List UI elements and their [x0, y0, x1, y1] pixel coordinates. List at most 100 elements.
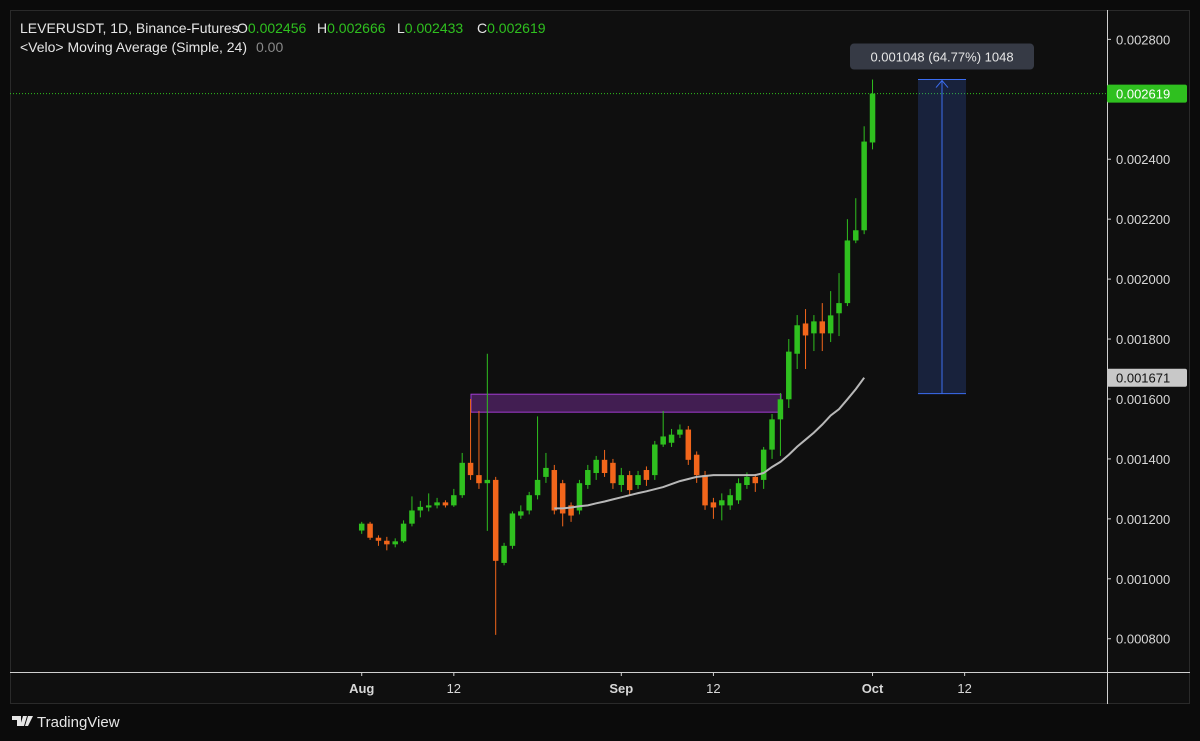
logo: TradingView [12, 714, 120, 731]
candle-body [509, 513, 516, 546]
candle-body [459, 462, 465, 496]
ma-badge [1107, 368, 1187, 387]
candle-body [375, 537, 382, 541]
candle-body [559, 483, 566, 514]
y-tick-label: 0.001000 [1116, 572, 1170, 587]
candle-body [735, 483, 742, 501]
moving-average [554, 377, 866, 510]
ohlc-letter: L [397, 20, 405, 36]
y-tick-label: 0.002800 [1116, 32, 1170, 47]
x-tick-label: Sep [609, 681, 633, 696]
y-tick-label: 0.002400 [1116, 152, 1170, 167]
candle-body [610, 462, 616, 484]
candle-body [685, 429, 692, 460]
candle-body [526, 495, 532, 511]
candle-body [358, 523, 365, 531]
candle-body [794, 325, 800, 354]
candle-body [844, 240, 851, 304]
ohlc-value: 0.002433 [405, 20, 464, 36]
plot: 0.001048 (64.77%) 1048 [10, 43, 1107, 635]
candle-body [744, 476, 750, 485]
ohlc-value: 0.002666 [327, 20, 386, 36]
x-tick-label: 12 [957, 681, 971, 696]
y-tick-label: 0.001200 [1116, 512, 1170, 527]
ohlc-letter: H [317, 20, 327, 36]
candle-body [652, 444, 658, 476]
x-tick-label: 12 [706, 681, 720, 696]
chart-title: LEVERUSDT, 1D, Binance-Futures [20, 20, 239, 36]
price-badge-label: 0.002619 [1116, 87, 1170, 102]
x-tick-label: Aug [349, 681, 374, 696]
candle-body [492, 479, 499, 561]
candle-body [668, 434, 675, 443]
candle-body [593, 459, 599, 474]
candle-body [802, 323, 809, 336]
ohlc-value: 0.002456 [248, 20, 307, 36]
candle-body [836, 303, 842, 314]
measure-label: 0.001048 (64.77%) 1048 [870, 50, 1013, 65]
candle-body [367, 523, 373, 538]
y-tick-label: 0.001800 [1116, 332, 1170, 347]
candle-body [869, 93, 876, 143]
indicator-value: 0.00 [256, 39, 283, 55]
ohlc-letter: C [477, 20, 487, 36]
candle-body [543, 467, 549, 477]
candle-body [760, 449, 767, 480]
candle-body [769, 419, 775, 450]
candle-body [568, 505, 574, 516]
y-tick-label: 0.001400 [1116, 452, 1170, 467]
candle-body [467, 462, 474, 476]
candle-body [626, 475, 633, 491]
candle-body [777, 399, 784, 420]
x-tick-label: Oct [862, 681, 884, 696]
y-tick-label: 0.001600 [1116, 392, 1170, 407]
ohlc-value: 0.002619 [487, 20, 546, 36]
candle-body [710, 502, 717, 508]
measure-label-box [850, 43, 1034, 70]
y-tick-label: 0.002200 [1116, 212, 1170, 227]
candle-body [677, 429, 683, 435]
ohlc-legend: O0.002456 H0.002666 L0.002433 C0.002619 [237, 20, 546, 36]
candle-body [384, 540, 390, 545]
candle-body [786, 351, 792, 400]
ohlc-letter: O [237, 20, 248, 36]
candle-body [534, 479, 541, 496]
candle-body [811, 321, 817, 334]
indicator-name: <Velo> Moving Average (Simple, 24) [20, 39, 247, 55]
candle-body [585, 470, 591, 485]
candle-body [635, 475, 641, 485]
candle-body [434, 502, 440, 506]
candle-body [719, 500, 725, 506]
price-badge [1107, 84, 1187, 103]
candle-body [518, 511, 524, 516]
candle-body [551, 470, 558, 511]
candle-body [392, 541, 398, 545]
supply-zone [470, 393, 782, 413]
candle-body [576, 483, 583, 511]
candle-body [451, 495, 457, 506]
candle-body [861, 141, 867, 231]
logo-icon [12, 716, 33, 726]
candle-body [442, 502, 449, 506]
candle-body [827, 315, 834, 334]
candle-body [484, 479, 491, 484]
measure-arrowhead [935, 79, 949, 88]
candle-body [727, 495, 733, 506]
candle-body [417, 506, 424, 511]
candle-body [853, 230, 859, 241]
candle-body [693, 454, 700, 476]
candle-body [476, 475, 482, 484]
candle-body [660, 436, 666, 445]
candle-body [601, 459, 608, 474]
candle-body [752, 476, 759, 484]
candle-body [501, 545, 507, 563]
candle-body [409, 510, 415, 524]
candle-body [618, 475, 625, 485]
candle-body [400, 523, 407, 542]
candle-body [702, 475, 708, 506]
candle-body [643, 470, 650, 480]
ma-badge-label: 0.001671 [1116, 371, 1170, 386]
candle-body [425, 505, 432, 508]
